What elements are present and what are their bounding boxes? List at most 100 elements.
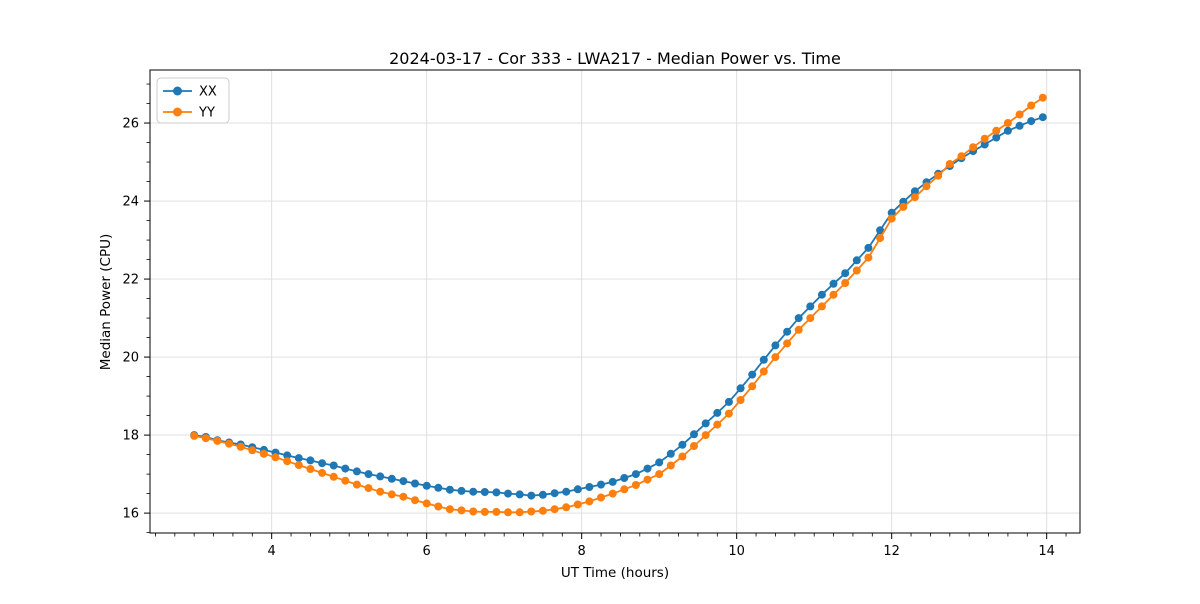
series-yy-marker [469,507,478,516]
data-series [190,93,1047,517]
series-xx-marker [504,489,512,498]
series-xx-marker [864,243,873,252]
series-yy-marker [690,442,698,450]
series-yy-marker [387,490,396,499]
series-yy-marker [445,505,454,514]
series-xx-marker [515,490,524,499]
series-xx-marker [841,269,850,278]
series-xx-marker [585,483,594,491]
series-yy-marker [562,503,571,512]
series-yy-marker [190,431,199,440]
series-yy-marker [876,234,885,243]
series-xx-marker [666,449,675,458]
series-yy-marker [1015,110,1024,119]
series-xx-marker [910,187,919,196]
series-yy-marker [969,143,978,152]
series-xx-marker [794,314,803,323]
series-xx-marker [829,279,838,288]
series-yy-marker [829,290,838,299]
series-xx-marker [573,485,582,494]
series-yy-marker [411,496,419,505]
series-yy-marker [608,489,617,498]
series-yy-marker [538,506,547,515]
legend-label-xx: XX [199,85,217,100]
series-xx-marker [736,384,745,393]
series-xx-marker [701,419,710,428]
x-tick-label: 4 [268,544,276,559]
series-yy-marker [899,202,908,211]
series-xx-marker [399,477,408,486]
series-xx-marker [678,440,687,449]
legend: XX YY [156,77,230,124]
series-yy-marker [585,497,594,506]
x-axis-label: UT Time (hours) [561,565,669,581]
series-yy-marker [922,182,931,191]
series-xx-marker [748,370,757,379]
series-yy-marker [910,193,919,202]
grid-lines [150,70,1080,533]
series-yy-marker [864,253,873,262]
series-xx-marker [457,486,466,495]
series-yy-marker [248,446,257,455]
series-xx-marker [876,226,885,235]
series-xx-marker [608,477,617,486]
series-xx-marker [527,491,536,500]
series-yy-marker [771,353,780,362]
chart-title: 2024-03-17 - Cor 333 - LWA217 - Median P… [389,49,841,68]
y-axis-label: Median Power (CPU) [98,234,114,370]
series-xx-marker [480,488,489,496]
series-xx-marker [411,479,419,488]
series-xx-marker [445,485,454,494]
series-yy-marker [655,470,664,479]
series-yy-marker [550,505,559,514]
series-yy-marker [376,487,385,496]
series-yy-marker [759,367,768,376]
x-tick-label: 12 [883,544,900,559]
series-xx-marker [643,464,652,473]
y-tick-label: 18 [122,429,139,444]
x-tick-label: 10 [728,544,745,559]
series-xx-marker [306,456,315,465]
series-yy-marker [817,302,826,311]
y-tick-label: 22 [122,273,139,288]
series-yy-marker [748,382,757,391]
series-yy-marker [1003,119,1012,127]
series-xx-marker [422,481,431,490]
y-tick-label: 26 [122,117,139,132]
series-yy-marker [271,453,280,462]
series-yy-marker [294,461,303,470]
series-yy-marker [980,134,989,143]
series-xx-marker [492,488,501,497]
series-yy-marker [1027,101,1036,110]
series-yy-marker [434,502,443,511]
series-xx-marker [980,140,989,149]
series-xx-marker [783,327,792,336]
series-xx-marker [806,302,815,311]
series-yy-marker [318,468,327,477]
series-xx-marker [887,208,896,217]
series-yy-marker [364,484,373,493]
series-yy-marker [399,492,408,501]
series-yy-marker [225,439,234,448]
series-yy-marker [352,480,361,489]
series-yy-line [194,96,1044,514]
series-yy-marker [213,436,222,445]
series-xx-marker [597,480,605,489]
series-yy-marker [573,500,582,509]
series-xx-marker [318,459,327,468]
legend-label-yy: YY [198,106,215,121]
series-xx-marker [771,341,780,350]
series-xx-marker [364,470,373,479]
series-xx-marker [620,474,629,482]
series-yy-marker [341,476,350,485]
series-xx-marker [817,290,826,299]
series-xx-line [194,116,1044,497]
series-yy-marker [806,314,815,323]
y-tick-label: 16 [122,507,139,522]
series-xx-marker [1015,121,1024,130]
series-yy-marker [794,325,803,334]
series-yy-marker [945,160,954,168]
series-yy-marker [306,465,315,473]
series-xx-marker [550,489,559,498]
